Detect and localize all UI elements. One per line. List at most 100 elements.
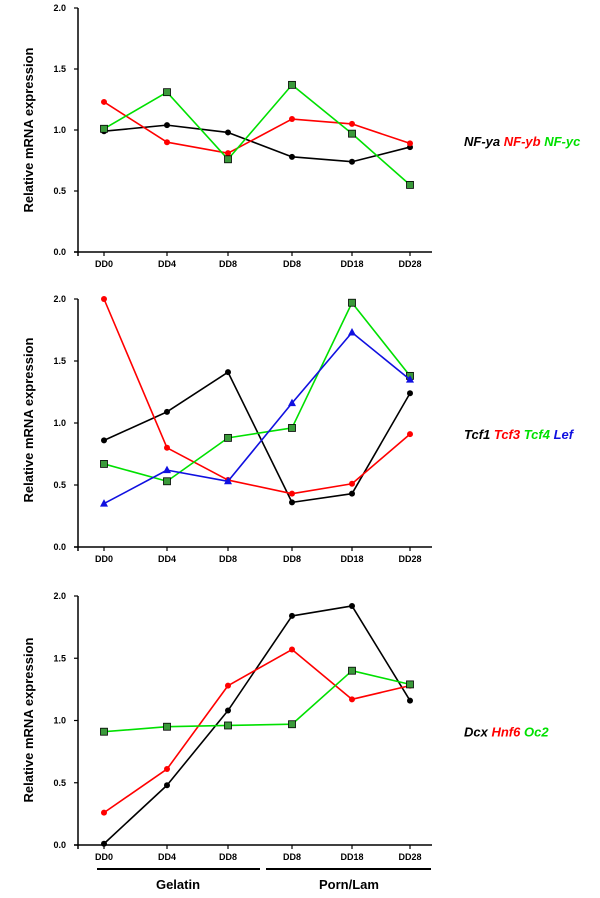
data-point-hnf6 [164,766,170,773]
data-point-dcx [289,612,295,619]
x-tick-label: DD0 [95,259,113,269]
data-point-oc2 [288,720,296,729]
legend-entry-tcf3: Tcf3 [490,427,521,442]
data-point-nf-yb [407,140,413,147]
data-point-nf-yb [164,139,170,146]
data-point-nf-ya [289,153,295,160]
gelatin-group-label: Gelatin [156,877,200,892]
legend-entry-nf-yc: NF-yc [541,134,582,149]
data-point-nf-ya [349,158,355,165]
x-tick-label: DD4 [158,259,176,269]
data-point-lef [224,476,232,485]
y-axis-title: Relative mRNA expression [21,637,36,802]
data-point-oc2 [163,722,171,731]
legend-entry-tcf1: Tcf1 [464,427,490,442]
data-point-hnf6 [225,682,231,689]
data-point-dcx [407,697,413,704]
data-point-nf-yb [349,120,355,127]
legend: Tcf1 Tcf3 Tcf4 Lef [464,427,575,442]
data-point-tcf3 [164,444,170,451]
y-tick-label: 0.0 [53,542,66,552]
data-point-dcx [349,602,355,609]
series-line-hnf6 [103,648,411,814]
data-point-lef [163,465,171,474]
y-tick-label: 1.5 [53,356,66,366]
legend-entry-dcx: Dcx [464,725,489,740]
y-tick-label: 1.0 [53,418,66,428]
data-point-oc2 [224,721,232,730]
y-tick-label: 1.0 [53,716,66,726]
legend-entry-lef: Lef [550,427,575,442]
data-point-tcf3 [101,296,107,302]
y-tick-label: 2.0 [53,3,66,13]
data-point-tcf3 [349,480,355,487]
data-point-hnf6 [349,696,355,703]
y-axis-title: Relative mRNA expression [21,337,36,502]
data-point-tcf3 [407,431,413,438]
series-line-nf-yb [103,101,411,154]
data-point-tcf1 [164,408,170,415]
data-point-dcx [225,707,231,714]
data-point-nf-yb [101,98,107,105]
series-line-dcx [103,605,411,845]
data-point-tcf1 [289,499,295,506]
data-point-hnf6 [289,646,295,653]
data-point-dcx [101,840,107,847]
x-tick-label: DD4 [158,554,176,564]
legend-entry-nf-ya: NF-ya [464,134,500,149]
series-line-tcf4 [103,301,411,483]
legend-entry-oc2: Oc2 [520,725,549,740]
data-point-oc2 [100,727,108,736]
data-point-nf-ya [164,122,170,129]
series-line-tcf1 [103,371,411,504]
data-point-tcf4 [348,298,356,307]
series-line-tcf3 [103,298,411,495]
data-point-tcf4 [100,460,108,468]
data-point-tcf4 [288,424,296,432]
x-tick-label: DD8 [283,554,301,564]
data-point-nf-yc [348,129,356,138]
dcx-hnf6-oc2-panel: 0.0 0.5 1.0 1.5 2.0 DD0 DD4 DD8 DD8 DD18 DD28 Relat… [21,591,549,862]
x-tick-label: DD28 [398,554,421,564]
y-axis-title: Relative mRNA expression [21,47,36,212]
data-point-tcf4 [163,477,171,486]
data-point-lef [348,327,356,336]
legend-entry-nf-yb: NF-yb [500,134,541,149]
data-point-nf-yc [163,88,171,97]
y-tick-label: 0.0 [53,840,66,850]
data-point-nf-yc [100,124,108,133]
y-tick-label: 2.0 [53,591,66,601]
tcf-lef-panel: 0.0 0.5 1.0 1.5 2.0 DD0 DD4 DD8 DD8 DD18 DD28 Relat… [21,294,575,564]
x-tick-label: DD18 [340,852,363,862]
legend: NF-ya NF-yb NF-yc [464,134,581,149]
x-tick-label: DD18 [340,554,363,564]
x-tick-label: DD18 [340,259,363,269]
data-point-nf-yb [225,150,231,157]
x-tick-label: DD8 [219,852,237,862]
data-point-tcf1 [407,390,413,397]
data-point-tcf4 [224,433,232,442]
series-line-nf-ya [103,124,411,163]
x-tick-label: DD0 [95,852,113,862]
y-tick-label: 0.0 [53,247,66,257]
x-tick-label: DD8 [283,852,301,862]
y-tick-label: 2.0 [53,294,66,304]
y-tick-label: 0.5 [53,778,66,788]
x-tick-label: DD4 [158,852,176,862]
y-tick-label: 1.5 [53,653,66,663]
data-point-oc2 [348,666,356,675]
series-line-lef [103,331,411,505]
x-tick-label: DD28 [398,259,421,269]
porn-lam-group-label: Porn/Lam [319,877,379,892]
data-point-hnf6 [101,809,107,816]
condition-groups: Gelatin Porn/Lam [97,868,431,892]
series-line-nf-yc [103,84,411,186]
data-point-lef [100,499,108,507]
y-tick-label: 0.5 [53,186,66,196]
data-point-tcf1 [101,437,107,444]
data-point-tcf3 [289,490,295,497]
data-point-tcf1 [349,490,355,497]
data-point-oc2 [406,680,414,689]
legend: Dcx Hnf6 Oc2 [464,725,549,740]
